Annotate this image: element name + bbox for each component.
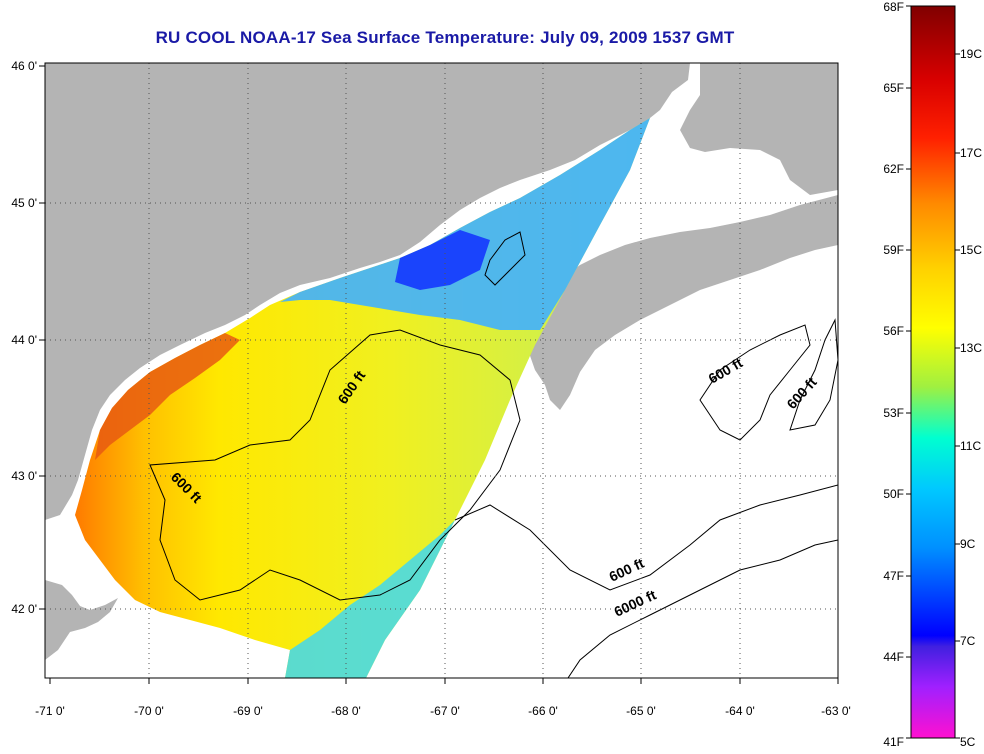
depth-contours — [149, 231, 838, 678]
land-maine-nb — [45, 63, 690, 520]
colorbar-c-label: 13C — [960, 341, 982, 355]
axis-ticks — [39, 65, 839, 684]
lon-tick-label: -66 0' — [528, 704, 558, 718]
colorbar-f-label: 47F — [883, 569, 904, 583]
colorbar-f-label: 59F — [883, 243, 904, 257]
land-pei-cape-breton — [680, 63, 838, 195]
land-cape-cod — [45, 580, 118, 660]
colorbar-c-label: 11C — [960, 439, 981, 453]
colorbar-f-label: 50F — [883, 487, 904, 501]
map-title: RU COOL NOAA-17 Sea Surface Temperature:… — [155, 28, 735, 47]
colorbar-c-label: 9C — [960, 537, 976, 551]
colorbar-f-label: 44F — [883, 650, 904, 664]
lon-tick-label: -69 0' — [233, 704, 263, 718]
map-frame — [44, 62, 839, 679]
colorbar-f-label: 62F — [883, 162, 904, 176]
sst-warm-band — [95, 333, 240, 460]
lon-tick-label: -65 0' — [626, 704, 656, 718]
colorbar-f-label: 53F — [883, 406, 904, 420]
colorbar-f-label: 65F — [883, 81, 904, 95]
lon-tick-label: -67 0' — [430, 704, 460, 718]
colorbar-c-label: 19C — [960, 47, 982, 61]
land-nova-scotia — [520, 195, 838, 410]
colorbar-f-label: 56F — [883, 324, 904, 338]
lat-tick-label: 46 0' — [11, 59, 37, 73]
lon-tick-label: -71 0' — [35, 704, 65, 718]
lat-tick-label: 45 0' — [11, 196, 37, 210]
lat-tick-label: 43 0' — [11, 469, 37, 483]
lon-tick-label: -70 0' — [134, 704, 164, 718]
sst-blue-core — [395, 230, 490, 290]
graticule — [45, 63, 838, 678]
colorbar-f-label: 41F — [883, 735, 904, 749]
colorbar-f-label: 68F — [883, 0, 904, 14]
lat-tick-label: 42 0' — [11, 602, 37, 616]
colorbar — [910, 5, 956, 739]
colorbar-c-label: 15C — [960, 243, 982, 257]
colorbar-ticks — [906, 5, 960, 739]
lon-tick-label: -68 0' — [331, 704, 361, 718]
colorbar-c-label: 7C — [960, 634, 976, 648]
colorbar-c-label: 5C — [960, 735, 976, 749]
colorbar-c-label: 17C — [960, 146, 982, 160]
lat-tick-label: 44 0' — [11, 333, 37, 347]
sst-cool-tail — [285, 520, 455, 678]
lon-tick-label: -64 0' — [725, 704, 755, 718]
sst-cool-band — [280, 118, 650, 330]
lon-tick-label: -63 0' — [821, 704, 851, 718]
